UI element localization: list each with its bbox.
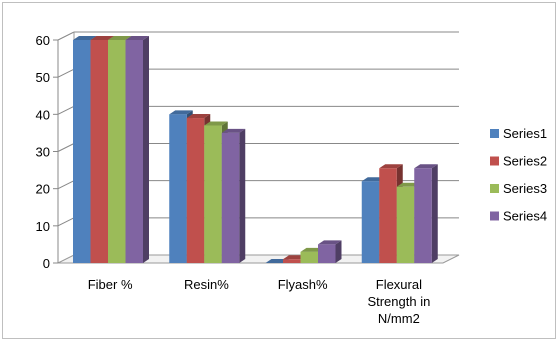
y-tick-label: 50 bbox=[36, 70, 50, 85]
y-tick-label: 10 bbox=[36, 219, 50, 234]
bar-series4-4 bbox=[414, 164, 438, 263]
gridline-side bbox=[57, 68, 75, 78]
category-label: Strength in bbox=[367, 294, 430, 309]
y-tick-label: 30 bbox=[36, 145, 50, 160]
category-label: Fiber % bbox=[88, 277, 133, 292]
legend-label: Series4 bbox=[503, 209, 547, 224]
category-labels: Fiber % Resin% Flyash% Flexural Strength in N… bbox=[88, 277, 431, 326]
bar-series4-3 bbox=[318, 240, 342, 263]
legend-swatch bbox=[490, 129, 499, 138]
legend-swatch bbox=[490, 156, 499, 166]
legend-swatch bbox=[490, 211, 499, 221]
category-label: Resin% bbox=[184, 277, 229, 292]
bars bbox=[73, 36, 438, 263]
legend-swatch bbox=[490, 184, 499, 193]
y-tick-label: 60 bbox=[36, 33, 50, 48]
y-tick-labels: 0 10 20 30 40 50 60 bbox=[36, 33, 50, 271]
legend-label: Series3 bbox=[503, 181, 547, 196]
category-label: Flexural bbox=[376, 277, 422, 292]
legend-item-series3: Series3 bbox=[490, 181, 547, 196]
gridline-side bbox=[57, 180, 75, 190]
category-label: Flyash% bbox=[278, 277, 328, 292]
category-label: N/mm2 bbox=[378, 311, 420, 326]
gridline-side bbox=[57, 105, 75, 115]
bar-series4-2 bbox=[221, 128, 246, 263]
legend-label: Series2 bbox=[503, 154, 547, 169]
gridline-side bbox=[57, 217, 75, 227]
legend-item-series2: Series2 bbox=[490, 154, 547, 169]
y-tick-label: 0 bbox=[43, 256, 50, 271]
legend-label: Series1 bbox=[503, 126, 547, 141]
legend-item-series1: Series1 bbox=[490, 126, 547, 141]
gridline-side bbox=[57, 31, 75, 41]
gridline-side bbox=[57, 143, 75, 152]
legend-item-series4: Series4 bbox=[490, 209, 547, 224]
legend: Series1 Series2 Series3 Series4 bbox=[490, 126, 547, 224]
bar-series4-1 bbox=[125, 36, 149, 263]
y-tick-label: 40 bbox=[36, 107, 50, 122]
y-tick-label: 20 bbox=[36, 182, 50, 197]
